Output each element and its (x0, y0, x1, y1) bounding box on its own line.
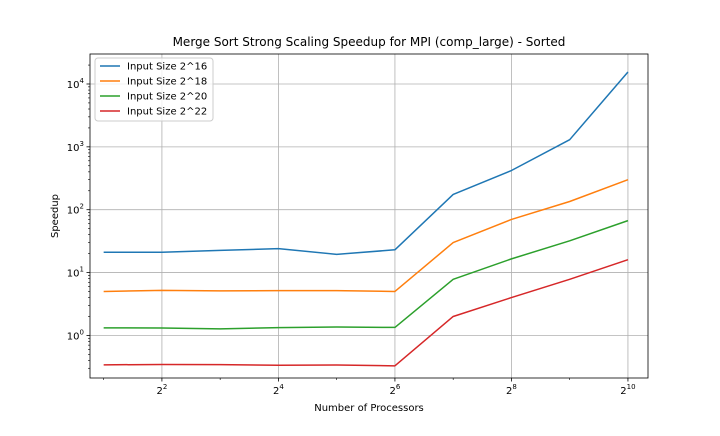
y-tick-label: 103 (67, 140, 84, 154)
chart-title: Merge Sort Strong Scaling Speedup for MP… (173, 35, 566, 49)
legend-box (94, 57, 214, 122)
x-tick-label: 210 (620, 383, 635, 397)
y-tick-label: 101 (67, 266, 84, 280)
y-tick-label: 102 (67, 203, 84, 217)
series-line-1 (103, 71, 629, 256)
legend-label-1: Input Size 2^16 (127, 62, 207, 73)
y-tick-label: 104 (67, 77, 85, 91)
x-tick-label: 26 (390, 383, 401, 397)
legend-label-4: Input Size 2^22 (127, 107, 207, 118)
series-lines (103, 71, 629, 367)
y-tick-label: 100 (67, 328, 84, 342)
legend-label-3: Input Size 2^20 (127, 92, 207, 103)
series-line-4 (103, 259, 629, 367)
legend: Input Size 2^16 Input Size 2^18 Input Size… (94, 57, 214, 122)
x-tick-label: 22 (156, 383, 167, 397)
legend-label-2: Input Size 2^18 (127, 77, 207, 88)
series-line-2 (103, 179, 629, 293)
y-axis-label: Speedup (50, 194, 61, 238)
series-line-3 (103, 219, 629, 330)
x-axis-label: Number of Processors (314, 403, 424, 414)
axis-ticks: 22 24 26 28 210 100 101 102 103 104 (67, 64, 636, 397)
x-tick-label: 24 (273, 383, 284, 397)
x-tick-label: 28 (506, 383, 517, 397)
